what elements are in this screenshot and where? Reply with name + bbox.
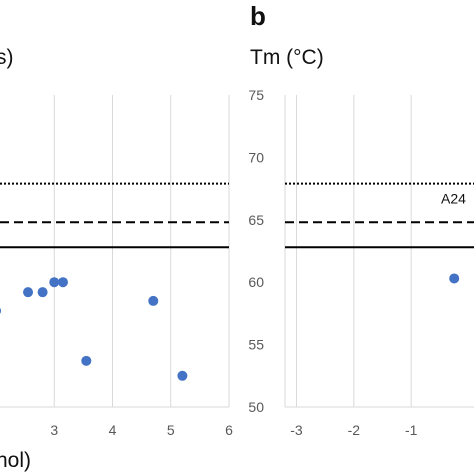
panel-a-data-point: [0, 307, 1, 314]
panel-a-data-point: [57, 277, 68, 288]
panel-b-reference-label: A24: [441, 191, 466, 207]
panel-a-data-point: [177, 370, 188, 381]
panel-a-data-point: [49, 277, 60, 288]
panel-b-y-axis-title: Tm (°C): [250, 46, 324, 69]
panel-b: b Tm (°C) A24 -3 -2 -1 50 55 60 65 70 75: [248, 1, 474, 438]
panel-a-y-axis-title: s): [0, 46, 14, 69]
panel-a-x-axis-title: nol): [0, 449, 31, 472]
panel-b-y-tick-label: 75: [248, 87, 264, 103]
panel-a-x-tick-label: 3: [50, 422, 58, 438]
panel-a-x-tick-label: 5: [167, 422, 175, 438]
panel-b-y-tick-label: 70: [248, 149, 264, 165]
panel-b-y-tick-label: 60: [248, 274, 264, 290]
panel-b-x-tick-label: -2: [348, 422, 361, 438]
panel-b-letter: b: [250, 1, 266, 31]
panel-b-x-tick-label: -3: [290, 422, 303, 438]
panel-b-y-tick-label: 55: [248, 337, 264, 353]
panel-a-x-tick-label: 4: [109, 422, 117, 438]
panel-a-data-point: [148, 295, 159, 306]
panel-b-data-point: [449, 273, 460, 284]
panel-a-data-point: [81, 355, 92, 366]
panel-a-x-tick-label: 6: [225, 422, 233, 438]
panel-b-x-tick-label: -1: [405, 422, 418, 438]
panel-b-y-tick-label: 65: [248, 212, 264, 228]
panel-a: s) nol) 3 4 5 6: [0, 46, 233, 472]
panel-a-data-point: [37, 287, 48, 298]
panel-b-y-tick-label: 50: [248, 399, 264, 415]
panel-a-data-point: [23, 287, 34, 298]
